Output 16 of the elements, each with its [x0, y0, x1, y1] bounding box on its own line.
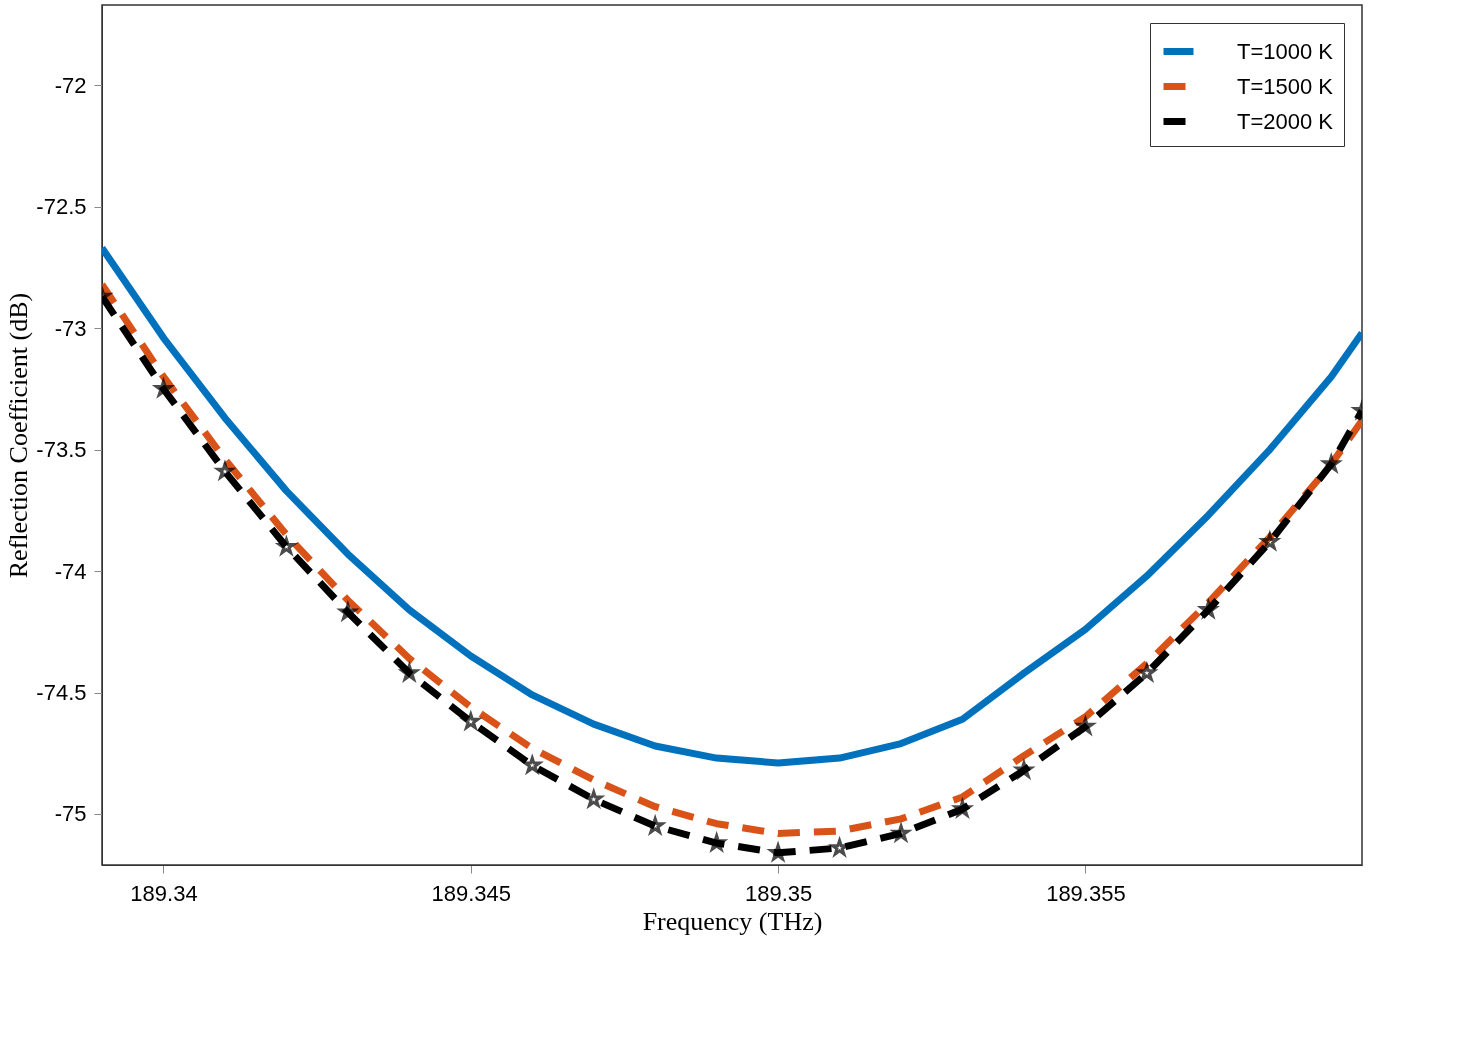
y-tick-label: -73.5	[36, 437, 87, 463]
y-tick-label: -75	[54, 801, 87, 827]
legend-label: T=2000 K	[1237, 108, 1334, 134]
y-axis-title: Reflection Coefficient (dB)	[4, 292, 34, 579]
y-tick-label: -74	[54, 558, 87, 584]
x-tick-label: 189.34	[130, 880, 198, 906]
y-tick-label: -73	[54, 315, 87, 341]
legend-label: T=1000 K	[1237, 38, 1334, 64]
x-axis-title: Frequency (THz)	[642, 906, 823, 936]
x-tick-label: 189.35	[744, 880, 813, 906]
y-tick-label: -72	[54, 72, 87, 98]
y-tick-label: -74.5	[36, 680, 87, 706]
x-tick-label: 189.345	[431, 880, 512, 906]
y-tick-label: -72.5	[36, 194, 87, 220]
legend-label: T=1500 K	[1237, 73, 1334, 99]
x-tick-label: 189.355	[1046, 880, 1126, 906]
